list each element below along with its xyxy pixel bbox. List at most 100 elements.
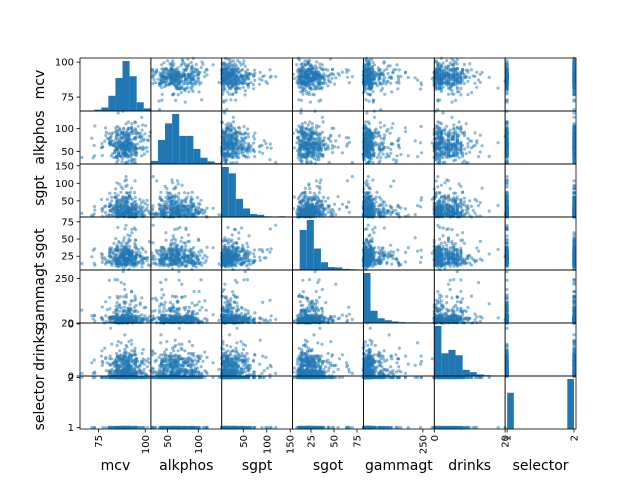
scatter-point: [258, 70, 262, 74]
scatter-point: [397, 143, 401, 147]
scatter-point: [419, 124, 423, 129]
scatter-point: [151, 75, 155, 79]
scatter-point: [133, 158, 137, 162]
scatter-point: [234, 130, 238, 134]
scatter-point: [128, 145, 132, 149]
scatter-point: [191, 56, 195, 61]
scatter-point: [200, 98, 204, 102]
scatter-point: [246, 83, 250, 87]
scatter-point: [264, 141, 268, 146]
scatter-point: [366, 63, 370, 67]
scatter-point: [314, 179, 318, 183]
scatter-point: [441, 61, 445, 65]
scatter-point: [257, 82, 262, 86]
scatter-point: [371, 90, 375, 94]
scatter-point: [174, 195, 178, 199]
scatter-point: [99, 197, 104, 202]
scatter-point: [314, 66, 319, 70]
scatter-point: [317, 158, 321, 162]
scatter-point: [340, 151, 344, 155]
scatter-point: [117, 208, 121, 212]
scatter-point: [413, 76, 417, 80]
matrix-cells: [79, 56, 577, 430]
scatter-point: [383, 133, 387, 137]
scatter-point: [466, 79, 470, 83]
scatter-point: [368, 145, 372, 149]
scatter-point: [164, 67, 168, 71]
scatter-point: [232, 134, 236, 138]
scatter-point: [336, 71, 340, 76]
scatter-point: [436, 99, 440, 103]
scatter-point: [364, 133, 368, 137]
scatter-point: [376, 131, 380, 135]
scatter-point: [179, 208, 183, 212]
histogram-bar: [200, 157, 208, 164]
scatter-point: [329, 133, 333, 137]
scatter-point: [251, 148, 256, 152]
scatter-point: [315, 76, 319, 80]
scatter-point: [203, 70, 207, 74]
scatter-point: [377, 79, 381, 83]
scatter-point: [199, 65, 203, 69]
scatter-point: [160, 63, 164, 67]
histogram-bar: [235, 198, 243, 217]
scatter-point: [252, 137, 256, 141]
scatter-point: [268, 142, 272, 146]
scatter-point: [189, 70, 193, 74]
scatter-point: [303, 137, 307, 141]
scatter-point: [229, 76, 233, 80]
scatter-point: [304, 132, 308, 136]
scatter-point: [131, 130, 135, 134]
scatter-point: [220, 135, 224, 139]
scatter-point: [100, 145, 104, 149]
scatter-point: [321, 67, 325, 71]
scatter-point: [372, 115, 377, 119]
scatter-point: [297, 67, 301, 71]
scatter-point: [268, 158, 272, 162]
scatter-point: [471, 144, 475, 148]
scatter-point: [455, 87, 459, 91]
scatter-point: [150, 208, 155, 212]
scatter-point: [439, 76, 443, 80]
scatter-point: [459, 76, 463, 80]
scatter-point: [367, 59, 372, 63]
scatter-point: [108, 204, 112, 208]
scatter-point: [382, 145, 386, 149]
histogram-bar: [136, 102, 144, 111]
scatter-point: [121, 197, 125, 201]
scatter-point: [367, 92, 371, 96]
scatter-point: [117, 204, 121, 208]
scatter-point: [438, 87, 442, 91]
scatter-point: [387, 154, 391, 158]
scatter-point: [473, 131, 477, 135]
scatter-point: [459, 140, 463, 144]
scatter-point: [439, 150, 443, 154]
scatter-point: [505, 76, 509, 80]
scatter-point: [445, 124, 449, 128]
scatter-point: [141, 148, 145, 152]
scatter-point: [145, 198, 149, 202]
histogram-bar: [179, 135, 187, 164]
scatter-point: [450, 67, 454, 72]
scatter-point: [194, 82, 198, 86]
scatter-point: [123, 142, 127, 146]
histogram-bar: [172, 114, 180, 164]
scatter-point: [452, 73, 456, 77]
scatter-point: [326, 78, 331, 82]
scatter-point: [373, 70, 377, 74]
scatter-point: [505, 137, 509, 141]
scatter-point: [471, 74, 475, 78]
scatter-point: [455, 148, 459, 152]
scatter-point: [168, 205, 172, 209]
scatter-point: [189, 60, 193, 64]
scatter-point: [441, 137, 445, 141]
scatter-point: [344, 67, 349, 72]
scatter-point: [240, 132, 244, 136]
scatter-point: [466, 93, 470, 97]
scatter-point: [171, 92, 175, 96]
scatter-point: [475, 141, 479, 145]
scatter-point: [133, 190, 137, 195]
scatter-point: [370, 65, 374, 69]
scatter-point: [176, 66, 180, 70]
scatter-point: [109, 154, 113, 158]
